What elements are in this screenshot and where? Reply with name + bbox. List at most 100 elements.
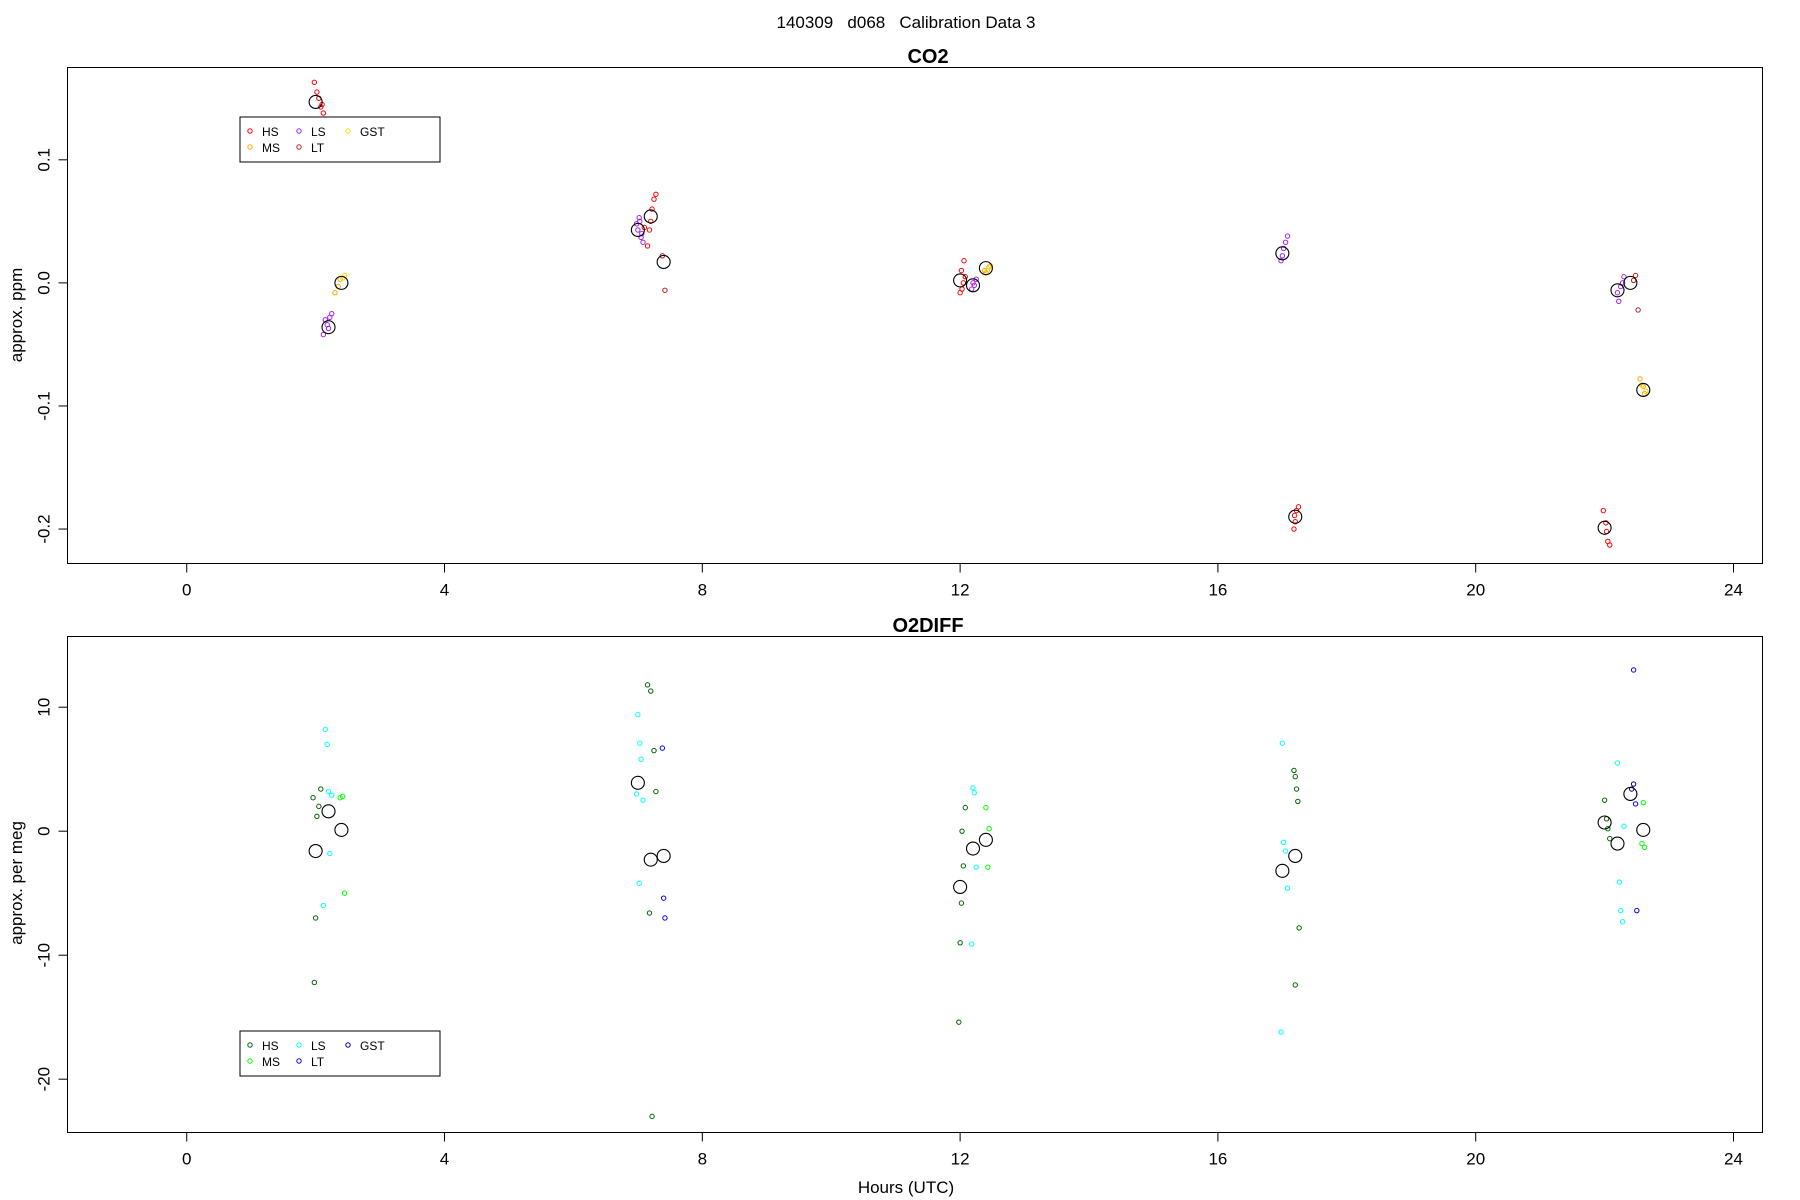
o2diff-x-tick-label: 0 [182,1150,191,1169]
o2diff-point-ls [1619,919,1626,925]
co2-x-tick-label: 12 [951,581,970,600]
o2diff-point-gst [1630,781,1637,787]
co2-legend-label: LS [311,125,326,139]
o2diff-point-hs [1291,767,1297,774]
o2diff-mean-marker [334,822,349,837]
o2diff-point-ls [1279,740,1286,746]
co2-y-tick-label: -0.1 [35,391,54,420]
co2-series-gst [339,262,1649,394]
o2diff-legend: HS MS LS LT GST [239,1030,441,1077]
co2-point-ls [636,214,642,221]
co2-point-ls [1284,233,1291,239]
o2diff-x-tick-label: 20 [1466,1150,1485,1169]
co2-point-lt [1635,307,1641,313]
co2-mean-marker [308,94,323,110]
co2-mean-marker [630,222,645,238]
o2diff-point-hs [651,747,657,754]
o2diff-point-hs [956,1019,962,1025]
o2diff-point-ls [1614,760,1621,766]
co2-point-hs [648,218,654,225]
o2diff-point-hs [1601,797,1608,803]
o2diff-point-hs [959,828,965,834]
co2-series-hs [311,79,1613,548]
o2diff-mean-marker [953,879,968,895]
co2-y-tick-label: -0.2 [35,514,54,543]
o2diff-mean-marker [978,832,993,847]
co2-mean-marker [643,209,658,224]
o2diff-legend-label: HS [262,1039,279,1053]
o2diff-point-ls [329,792,335,798]
co2-legend-label: HS [262,125,279,139]
co2-point-ms [981,267,988,274]
o2diff-series-ms [337,793,1648,896]
o2diff-point-ls [635,711,641,718]
co2-point-hs [1291,526,1297,532]
co2-point-ls [1619,280,1626,286]
o2diff-point-ls [637,740,643,746]
o2diff-means [308,775,1651,895]
o2diff-legend-label: GST [360,1039,385,1053]
o2diff-point-ls [1278,1029,1284,1035]
co2-point-ls [1614,290,1621,296]
co2-x-tick-label: 8 [698,581,707,600]
o2diff-point-ls [325,788,332,795]
co2-point-hs [1291,512,1298,519]
co2-x-tick-label: 16 [1208,581,1227,600]
o2diff-point-hs [1292,982,1298,988]
o2diff-legend-box [239,1030,441,1077]
co2-legend-label: LT [311,141,325,155]
co2-point-hs [320,110,327,116]
co2-mean-marker [1275,246,1290,261]
o2diff-point-hs [957,940,963,946]
o2diff-point-lt [1632,801,1639,807]
co2-legend: HS MS LS LT GST [239,116,441,163]
o2diff-point-ls [1280,839,1287,846]
o2diff-series-lt [659,667,1640,921]
o2diff-legend-swatch [247,1042,253,1048]
co2-x-tick-label: 20 [1466,581,1485,600]
o2diff-point-ms [337,795,343,801]
co2-legend-swatch [345,128,351,134]
co2-legend-swatch [296,128,302,134]
co2-point-hs [653,191,659,197]
o2diff-point-ls [973,864,979,870]
o2diff-point-hs [316,803,322,810]
o2diff-point-hs [311,979,318,986]
co2-x-tick-label: 4 [440,581,449,600]
o2diff-y-tick-label: 0 [35,826,54,835]
co2-point-lt [1630,277,1637,284]
co2-mean-marker [321,320,336,335]
o2diff-point-hs [960,863,967,869]
o2diff-point-lt [1630,667,1637,673]
o2diff-point-lt [1634,907,1640,914]
co2-point-hs [651,196,657,202]
o2diff-point-ms [1639,840,1645,847]
o2diff-point-ls [638,756,644,762]
co2-point-ms [1637,376,1643,382]
o2diff-x-axis-label: Hours (UTC) [858,1178,954,1197]
o2diff-point-hs [958,900,965,906]
o2diff-series-hs [310,682,1613,1120]
co2-x-tick-label: 0 [182,581,191,600]
co2-legend-swatch [296,144,302,150]
co2-series-ls [320,214,1627,338]
o2diff-panel: O2DIFF approx. per meg Hours (UTC) 0 4 8 12… [7,615,1763,1197]
o2diff-mean-marker [1636,822,1651,837]
o2diff-point-ms [985,864,991,870]
co2-y-tick-label: 0.0 [35,271,54,295]
co2-legend-box [239,116,441,163]
o2diff-point-ls [324,741,330,748]
o2diff-point-hs [653,788,659,795]
o2diff-point-lt [660,895,667,901]
co2-panel: CO2 approx. ppm 0 4 8 12 16 20 24 -0.2 -0.1 0.0 0.… [7,46,1763,600]
o2diff-legend-label: LS [311,1039,326,1053]
co2-point-hs [649,206,655,212]
co2-point-ls [1621,274,1627,280]
co2-point-hs [1600,507,1607,514]
o2diff-mean-marker [965,841,981,856]
o2diff-point-ls [1618,907,1624,914]
o2diff-x-tick-label: 4 [440,1150,449,1169]
o2diff-point-hs [644,682,651,688]
co2-series-lt [659,253,1641,313]
o2diff-mean-marker [308,843,323,859]
